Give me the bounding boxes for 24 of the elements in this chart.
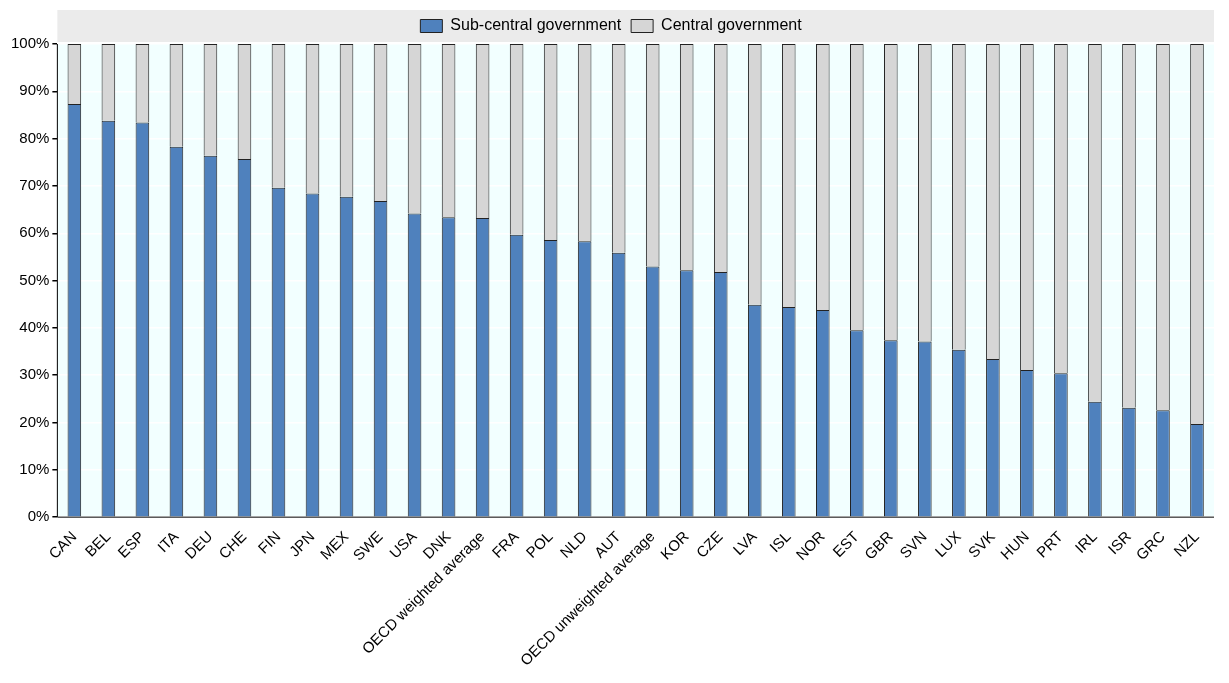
legend-label: Central government [661, 16, 803, 34]
x-tick-label: ISR [1104, 527, 1135, 558]
x-tick-label: ISL [765, 527, 794, 556]
y-tick-label: 20% [19, 412, 50, 430]
y-tick-label: 40% [19, 318, 50, 336]
x-tick-label: USA [385, 527, 420, 562]
y-tick-label: 70% [19, 176, 50, 194]
y-tick-label: 80% [19, 128, 50, 146]
y-tick-label: 0% [27, 507, 50, 525]
x-tick-label: LVA [729, 527, 760, 559]
x-tick-label: ITA [153, 527, 182, 556]
x-tick-label: IRL [1071, 527, 1100, 557]
y-tick-label: 90% [19, 81, 50, 99]
x-tick-label: FRA [488, 527, 522, 561]
legend-label: Sub-central government [450, 16, 622, 34]
y-tick-label: 60% [19, 223, 50, 241]
x-tick-label: NZL [1169, 527, 1203, 560]
y-tick-label: 30% [19, 365, 50, 383]
y-tick-label: 100% [10, 34, 50, 52]
y-tick-label: 10% [19, 459, 50, 477]
x-tick-label: BEL [81, 527, 114, 560]
x-tick-label: POL [522, 527, 556, 561]
x-tick-label: FIN [254, 527, 284, 557]
y-tick-label: 50% [19, 270, 50, 288]
